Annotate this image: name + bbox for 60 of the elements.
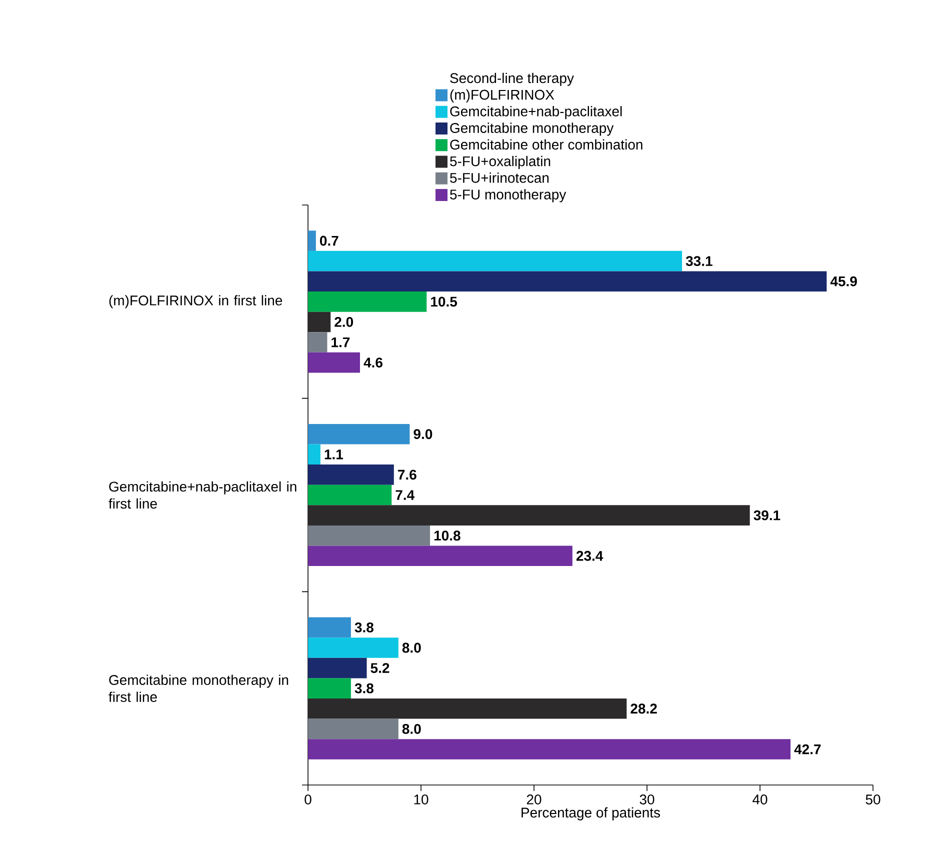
bar bbox=[308, 292, 427, 312]
data-label: 33.1 bbox=[686, 256, 712, 266]
bar bbox=[308, 617, 351, 638]
bar bbox=[308, 352, 360, 373]
bar bbox=[308, 739, 791, 760]
bar bbox=[308, 250, 682, 272]
data-label: 7.6 bbox=[398, 470, 416, 480]
legend-label: 5-FU+oxaliplatin bbox=[450, 156, 550, 169]
bar bbox=[308, 505, 750, 526]
data-label: 1.1 bbox=[324, 450, 344, 460]
bar bbox=[308, 424, 410, 444]
bar bbox=[308, 444, 320, 465]
data-label: 0.7 bbox=[320, 236, 338, 246]
bar bbox=[308, 718, 398, 740]
x-tick-label: 10 bbox=[414, 794, 428, 804]
bar bbox=[308, 638, 398, 658]
x-tick-label: 50 bbox=[866, 794, 880, 804]
bar bbox=[308, 230, 316, 251]
data-label: 9.0 bbox=[414, 429, 432, 440]
legend-label: Gemcitabine monotherapy bbox=[450, 122, 614, 136]
data-label: 45.9 bbox=[830, 276, 857, 286]
bar bbox=[308, 525, 430, 546]
bar bbox=[308, 332, 328, 352]
y-tick-label: (m)FOLFIRINOX in first line bbox=[109, 295, 282, 308]
bar bbox=[308, 464, 394, 485]
data-label: 39.1 bbox=[754, 510, 780, 520]
x-tick-label: 30 bbox=[640, 794, 654, 804]
legend-label: 5-FU+irinotecan bbox=[450, 172, 549, 183]
bar bbox=[308, 546, 572, 566]
legend-label: 5-FU monotherapy bbox=[450, 189, 566, 202]
data-label: 10.5 bbox=[431, 296, 458, 307]
data-label: 3.8 bbox=[354, 622, 374, 632]
bar bbox=[308, 484, 392, 506]
data-label: 5.2 bbox=[370, 663, 390, 673]
data-label: 8.0 bbox=[402, 642, 421, 653]
bar bbox=[308, 271, 827, 292]
bar bbox=[308, 698, 627, 719]
data-label: 23.4 bbox=[576, 550, 604, 561]
legend-label: Gemcitabine+nab-paclitaxel bbox=[450, 106, 622, 120]
x-tick-label: 20 bbox=[526, 794, 542, 804]
legend-label: Gemcitabine other combination bbox=[450, 139, 642, 150]
legend-label: (m)FOLFIRINOX bbox=[450, 89, 554, 102]
data-label: 10.8 bbox=[434, 530, 460, 541]
legend-title: Second-line therapy bbox=[450, 72, 574, 86]
x-axis-title: Percentage of patients bbox=[522, 807, 660, 820]
data-label: 28.2 bbox=[630, 704, 657, 714]
x-tick-label: 0 bbox=[304, 794, 312, 804]
data-label: 8.0 bbox=[402, 724, 421, 734]
data-label: 7.4 bbox=[396, 490, 415, 500]
data-label: 4.6 bbox=[364, 358, 382, 368]
data-label: 2.0 bbox=[334, 317, 354, 327]
data-label: 1.7 bbox=[332, 337, 350, 348]
data-label: 42.7 bbox=[794, 744, 821, 754]
bar bbox=[308, 312, 331, 332]
y-tick-label: Gemcitabine+nab-paclitaxel in first line bbox=[108, 481, 296, 509]
bar bbox=[308, 658, 367, 678]
y-tick-label: Gemcitabine monotherapy in first line bbox=[108, 674, 288, 702]
data-label: 3.8 bbox=[354, 683, 374, 694]
bar bbox=[308, 678, 351, 698]
x-tick-label: 40 bbox=[752, 794, 768, 804]
